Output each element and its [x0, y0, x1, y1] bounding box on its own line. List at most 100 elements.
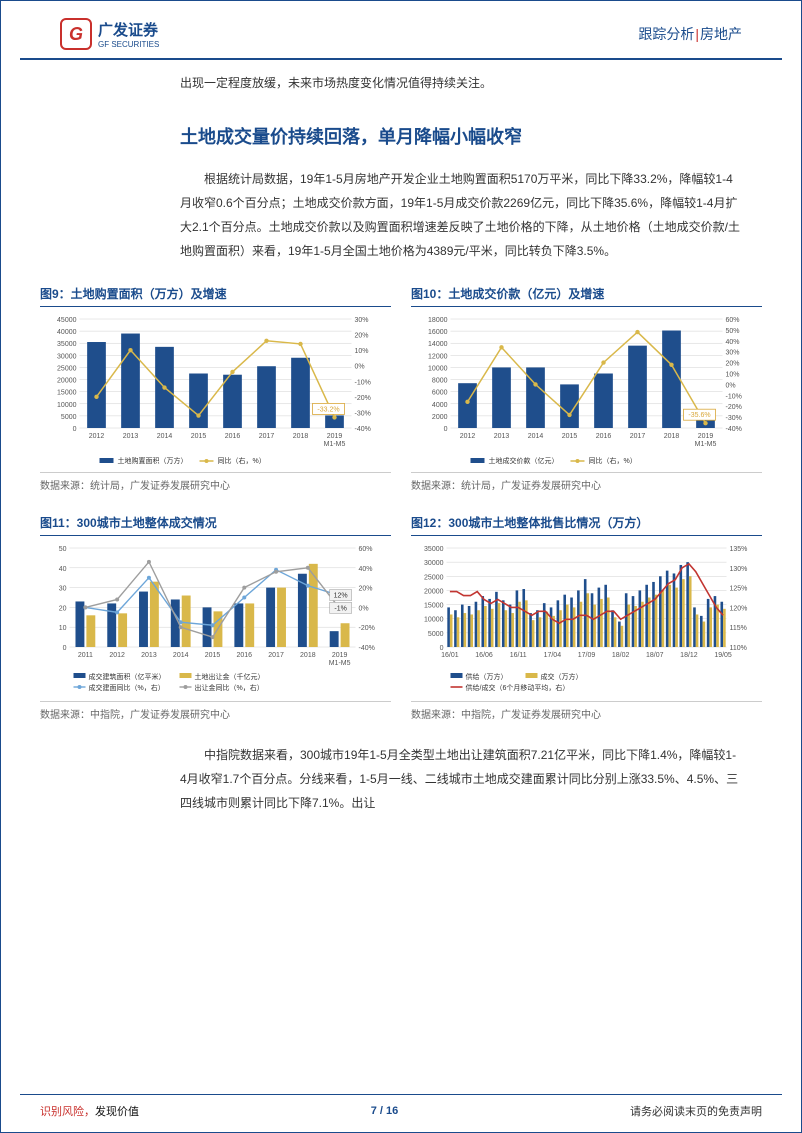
svg-text:40%: 40% — [726, 339, 740, 346]
svg-text:10000: 10000 — [428, 365, 448, 372]
chart-10: 图10：土地成交价款（亿元）及增速 0200040006000800010000… — [411, 285, 762, 492]
chart-10-canvas: 0200040006000800010000120001400016000180… — [411, 313, 762, 468]
separator-icon: | — [695, 26, 699, 42]
svg-text:35000: 35000 — [424, 546, 444, 553]
svg-text:M1-M5: M1-M5 — [324, 441, 346, 448]
svg-text:40000: 40000 — [57, 329, 77, 336]
svg-text:2019: 2019 — [698, 433, 714, 440]
svg-text:60%: 60% — [726, 317, 740, 324]
svg-text:土地购置面积（万方）: 土地购置面积（万方） — [118, 456, 188, 465]
svg-text:18/12: 18/12 — [680, 652, 698, 659]
svg-text:2015: 2015 — [205, 652, 221, 659]
svg-text:16000: 16000 — [428, 329, 448, 336]
svg-text:2019: 2019 — [332, 652, 348, 659]
svg-text:30: 30 — [59, 585, 67, 592]
svg-text:20%: 20% — [359, 585, 373, 592]
svg-text:同比（右，%）: 同比（右，%） — [589, 456, 637, 465]
svg-text:45000: 45000 — [57, 317, 77, 324]
category-label: 跟踪分析 — [638, 26, 694, 42]
svg-text:30000: 30000 — [57, 353, 77, 360]
chart-11-source: 数据来源：中指院，广发证券发展研究中心 — [40, 701, 391, 721]
svg-text:15000: 15000 — [57, 389, 77, 396]
section-title: 土地成交量价持续回落，单月降幅小幅收窄 — [180, 123, 742, 149]
chart-11-title: 图11：300城市土地整体成交情况 — [40, 514, 391, 536]
svg-text:60%: 60% — [359, 546, 373, 553]
svg-text:2016: 2016 — [596, 433, 612, 440]
svg-text:16/11: 16/11 — [510, 652, 527, 659]
svg-text:0%: 0% — [726, 382, 736, 389]
svg-text:成交建面同比（%，右）: 成交建面同比（%，右） — [89, 683, 165, 692]
svg-text:18/02: 18/02 — [612, 652, 630, 659]
chart-11-canvas: 01020304050-40%-20%0%20%40%60%2011201220… — [40, 542, 391, 697]
svg-text:15000: 15000 — [424, 602, 444, 609]
svg-text:供给（万方）: 供给（万方） — [466, 672, 508, 681]
svg-text:125%: 125% — [730, 585, 748, 592]
svg-text:出让金同比（%，右）: 出让金同比（%，右） — [195, 683, 264, 692]
svg-text:5000: 5000 — [61, 414, 77, 421]
footer-slogan-1: 识别风险， — [40, 1106, 95, 1118]
svg-text:土地出让金（千亿元）: 土地出让金（千亿元） — [195, 672, 265, 681]
svg-text:135%: 135% — [730, 546, 748, 553]
svg-text:2015: 2015 — [191, 433, 207, 440]
body-paragraph-1: 根据统计局数据，19年1-5月房地产开发企业土地购置面积5170万平米，同比下降… — [180, 167, 742, 263]
logo-mark-icon: G — [60, 18, 92, 50]
svg-text:-1%: -1% — [334, 605, 346, 612]
page-footer: 识别风险，发现价值 7 / 16 请务必阅读末页的免责声明 — [20, 1094, 782, 1133]
svg-text:115%: 115% — [730, 625, 747, 632]
svg-text:20: 20 — [59, 605, 67, 612]
svg-text:2018: 2018 — [293, 433, 309, 440]
company-name-en: GF SECURITIES — [98, 40, 159, 49]
svg-text:25000: 25000 — [424, 574, 444, 581]
svg-text:2013: 2013 — [123, 433, 139, 440]
chart-9-canvas: 0500010000150002000025000300003500040000… — [40, 313, 391, 468]
chart-12: 图12：300城市土地整体批售比情况（万方） 05000100001500020… — [411, 514, 762, 721]
svg-text:2012: 2012 — [109, 652, 125, 659]
svg-text:-40%: -40% — [355, 426, 371, 433]
svg-text:20%: 20% — [355, 332, 369, 339]
company-logo: G 广发证券 GF SECURITIES — [60, 18, 159, 50]
svg-text:成交（万方）: 成交（万方） — [541, 672, 583, 681]
chart-9-source: 数据来源：统计局，广发证券发展研究中心 — [40, 472, 391, 492]
chart-9-title: 图9：土地购置面积（万方）及增速 — [40, 285, 391, 307]
svg-text:2017: 2017 — [630, 433, 646, 440]
svg-text:同比（右，%）: 同比（右，%） — [218, 456, 266, 465]
svg-text:10000: 10000 — [57, 402, 77, 409]
svg-text:-10%: -10% — [355, 379, 371, 386]
svg-text:-40%: -40% — [726, 426, 742, 433]
svg-text:2017: 2017 — [259, 433, 275, 440]
svg-text:2015: 2015 — [562, 433, 578, 440]
svg-text:2016: 2016 — [236, 652, 252, 659]
svg-text:供给/成交（6个月移动平均，右）: 供给/成交（6个月移动平均，右） — [466, 683, 570, 692]
svg-text:2018: 2018 — [300, 652, 316, 659]
svg-text:17/09: 17/09 — [578, 652, 596, 659]
svg-text:5000: 5000 — [428, 631, 444, 638]
svg-text:2012: 2012 — [460, 433, 476, 440]
svg-text:35000: 35000 — [57, 341, 77, 348]
svg-text:2017: 2017 — [268, 652, 284, 659]
chart-12-canvas: 05000100001500020000250003000035000110%1… — [411, 542, 762, 697]
svg-text:2014: 2014 — [157, 433, 173, 440]
footer-left: 识别风险，发现价值 — [40, 1103, 139, 1119]
svg-text:成交建筑面积（亿平米）: 成交建筑面积（亿平米） — [89, 672, 166, 681]
chart-9: 图9：土地购置面积（万方）及增速 05000100001500020000250… — [40, 285, 391, 492]
svg-text:2014: 2014 — [528, 433, 544, 440]
svg-text:50%: 50% — [726, 328, 740, 335]
svg-text:-40%: -40% — [359, 645, 375, 652]
chart-12-title: 图12：300城市土地整体批售比情况（万方） — [411, 514, 762, 536]
intro-paragraph: 出现一定程度放缓，未来市场热度变化情况值得持续关注。 — [180, 72, 742, 95]
svg-text:120%: 120% — [730, 605, 748, 612]
svg-text:16/06: 16/06 — [475, 652, 493, 659]
svg-text:25000: 25000 — [57, 365, 77, 372]
svg-text:2011: 2011 — [78, 652, 93, 659]
svg-text:0: 0 — [444, 426, 448, 433]
svg-text:10%: 10% — [726, 371, 740, 378]
svg-text:2018: 2018 — [664, 433, 680, 440]
svg-text:0: 0 — [440, 645, 444, 652]
charts-row-2: 图11：300城市土地整体成交情况 01020304050-40%-20%0%2… — [40, 514, 762, 721]
svg-text:12%: 12% — [334, 592, 348, 599]
chart-10-title: 图10：土地成交价款（亿元）及增速 — [411, 285, 762, 307]
svg-text:M1-M5: M1-M5 — [329, 660, 351, 667]
svg-text:8000: 8000 — [432, 377, 448, 384]
svg-text:2014: 2014 — [173, 652, 189, 659]
svg-text:110%: 110% — [730, 645, 747, 652]
